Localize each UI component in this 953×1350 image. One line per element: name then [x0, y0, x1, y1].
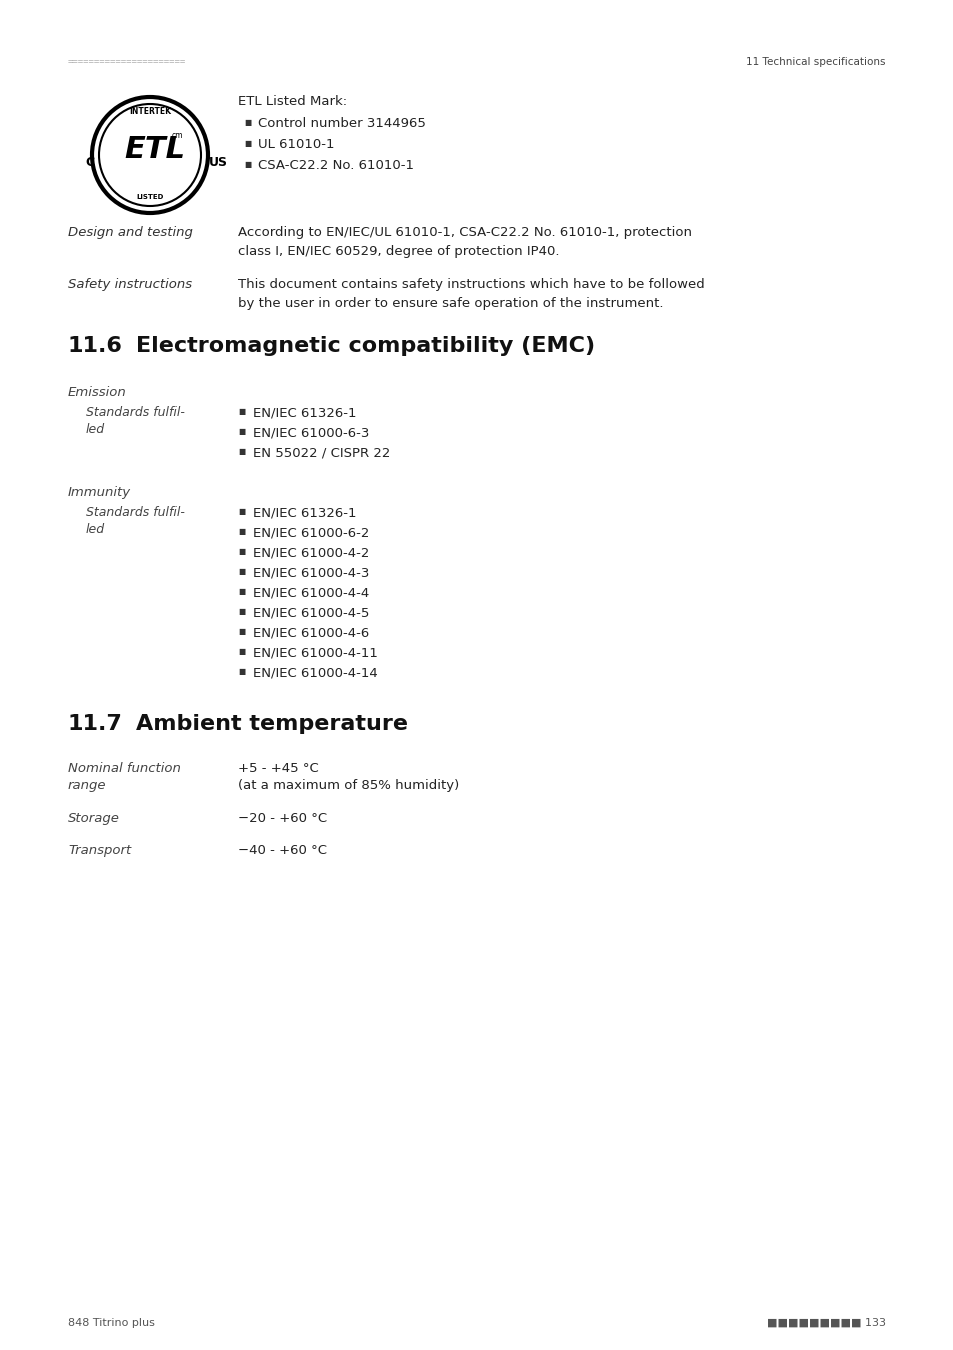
Text: Electromagnetic compatibility (EMC): Electromagnetic compatibility (EMC) [136, 336, 595, 356]
Text: Nominal function: Nominal function [68, 761, 181, 775]
Text: range: range [68, 779, 107, 792]
Text: ETL Listed Mark:: ETL Listed Mark: [237, 95, 347, 108]
Text: CSA-C22.2 No. 61010-1: CSA-C22.2 No. 61010-1 [257, 159, 414, 171]
Text: 848 Titrino plus: 848 Titrino plus [68, 1318, 154, 1328]
Text: led: led [86, 423, 105, 436]
Text: EN 55022 / CISPR 22: EN 55022 / CISPR 22 [253, 446, 390, 459]
Text: ■: ■ [237, 508, 245, 516]
Text: ■: ■ [237, 547, 245, 556]
Text: cm: cm [172, 131, 183, 139]
Text: EN/IEC 61000-4-4: EN/IEC 61000-4-4 [253, 586, 369, 599]
Text: LISTED: LISTED [136, 194, 164, 200]
Text: (at a maximum of 85% humidity): (at a maximum of 85% humidity) [237, 779, 458, 792]
Text: 11.7: 11.7 [68, 714, 123, 734]
Text: Storage: Storage [68, 811, 120, 825]
Text: EN/IEC 61000-4-2: EN/IEC 61000-4-2 [253, 545, 369, 559]
Text: US: US [209, 157, 227, 170]
Text: −40 - +60 °C: −40 - +60 °C [237, 844, 327, 857]
Text: ETL: ETL [125, 135, 185, 165]
Text: This document contains safety instructions which have to be followed
by the user: This document contains safety instructio… [237, 278, 704, 309]
Text: According to EN/IEC/UL 61010-1, CSA-C22.2 No. 61010-1, protection
class I, EN/IE: According to EN/IEC/UL 61010-1, CSA-C22.… [237, 225, 691, 258]
Text: ■: ■ [237, 608, 245, 616]
Text: EN/IEC 61000-4-6: EN/IEC 61000-4-6 [253, 626, 369, 639]
Text: ■: ■ [237, 626, 245, 636]
Text: Ambient temperature: Ambient temperature [136, 714, 408, 734]
Text: ■: ■ [237, 526, 245, 536]
Text: ■: ■ [237, 406, 245, 416]
Text: Emission: Emission [68, 386, 127, 400]
Text: ■: ■ [237, 567, 245, 576]
Text: ■: ■ [237, 587, 245, 595]
Text: UL 61010-1: UL 61010-1 [257, 138, 335, 151]
Text: EN/IEC 61326-1: EN/IEC 61326-1 [253, 506, 356, 518]
Text: ======================: ====================== [68, 58, 186, 66]
Text: INTERTEK: INTERTEK [129, 107, 171, 116]
Text: Standards fulfil-: Standards fulfil- [86, 506, 185, 518]
Text: Design and testing: Design and testing [68, 225, 193, 239]
Text: 11.6: 11.6 [68, 336, 123, 356]
Text: EN/IEC 61000-6-3: EN/IEC 61000-6-3 [253, 427, 369, 439]
Text: ■: ■ [244, 139, 251, 148]
Text: ■: ■ [237, 647, 245, 656]
Text: ■: ■ [244, 161, 251, 169]
Text: ■: ■ [237, 667, 245, 676]
Text: EN/IEC 61000-4-3: EN/IEC 61000-4-3 [253, 566, 369, 579]
Text: EN/IEC 61000-4-5: EN/IEC 61000-4-5 [253, 606, 369, 620]
Text: +5 - +45 °C: +5 - +45 °C [237, 761, 318, 775]
Text: ■: ■ [237, 427, 245, 436]
Text: EN/IEC 61000-6-2: EN/IEC 61000-6-2 [253, 526, 369, 539]
Text: led: led [86, 522, 105, 536]
Text: C: C [86, 157, 94, 170]
Text: Transport: Transport [68, 844, 132, 857]
Text: ■: ■ [237, 447, 245, 456]
Text: 11 Technical specifications: 11 Technical specifications [745, 57, 885, 68]
Text: Control number 3144965: Control number 3144965 [257, 117, 425, 130]
Text: −20 - +60 °C: −20 - +60 °C [237, 811, 327, 825]
Text: EN/IEC 61000-4-11: EN/IEC 61000-4-11 [253, 647, 377, 659]
Text: Immunity: Immunity [68, 486, 131, 500]
Text: EN/IEC 61326-1: EN/IEC 61326-1 [253, 406, 356, 418]
Text: Standards fulfil-: Standards fulfil- [86, 406, 185, 418]
Text: EN/IEC 61000-4-14: EN/IEC 61000-4-14 [253, 666, 377, 679]
Text: ■■■■■■■■■ 133: ■■■■■■■■■ 133 [766, 1318, 885, 1328]
Text: ■: ■ [244, 117, 251, 127]
Text: Safety instructions: Safety instructions [68, 278, 192, 292]
